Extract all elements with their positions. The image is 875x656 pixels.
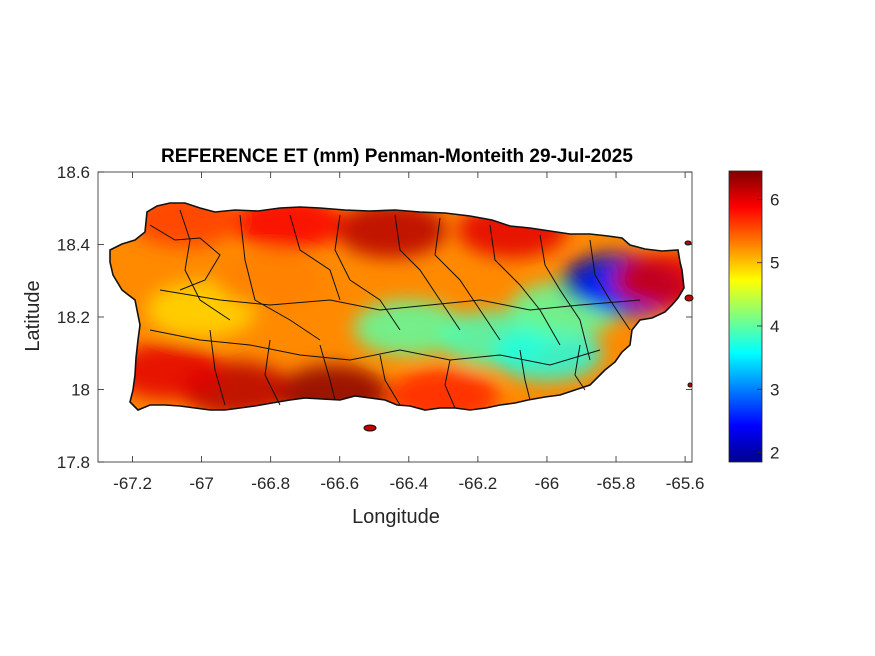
et-value-zone [215,252,326,309]
municipal-boundary [539,234,591,361]
et-value-zone [353,299,464,356]
y-tick-label: 18.6 [57,163,90,182]
colorbar-tick-label: 2 [770,444,779,463]
colorbar-ticks: 2 3 4 5 6 [757,190,779,463]
x-tick-label: -65.8 [597,474,636,493]
municipal-boundary [434,217,501,341]
islet [684,294,694,302]
colorbar-gradient [728,170,763,463]
municipal-boundary [519,349,531,401]
islet [684,240,692,246]
y-tick-label: 17.8 [57,453,90,472]
islet [687,382,693,388]
x-tick-label: -66 [535,474,560,493]
plot-area: -67.2 -67 -66.8 -66.6 -66.4 -66.2 -66 -65.8 -65.… [57,163,705,493]
municipal-boundary [289,214,341,301]
x-tick-label: -65.6 [666,474,705,493]
y-tick-label: 18.4 [57,236,90,255]
chart-title: REFERENCE ET (mm) Penman-Monteith 29-Jul… [161,146,633,167]
municipal-boundary [179,209,231,321]
municipal-boundary [149,224,221,291]
municipal-boundary [159,289,641,311]
colorbar-tick-label: 6 [770,190,779,209]
x-axis-ticks: -67.2 -67 -66.8 -66.6 -66.4 -66.2 -66 -65.8 -65.… [113,172,704,493]
x-axis-label: Longitude [352,506,440,528]
municipal-boundary [574,344,586,391]
municipal-boundary [394,214,461,331]
municipal-boundary [379,354,401,406]
x-tick-label: -66.2 [459,474,498,493]
municipal-boundary [239,214,321,341]
et-heatmap [110,203,684,410]
x-tick-label: -66.6 [320,474,359,493]
colorbar-tick-label: 5 [770,254,779,273]
y-axis-label: Latitude [22,280,44,351]
islet [363,424,377,432]
municipal-boundary [444,359,456,409]
municipal-boundary [489,224,561,346]
colorbar-tick-label: 3 [770,380,779,399]
colorbar: 2 3 4 5 6 [728,170,779,463]
x-tick-label: -67.2 [113,474,152,493]
et-value-zone [491,325,602,382]
municipal-boundaries [149,209,641,409]
et-value-zone [612,252,684,309]
et-value-zone [336,203,447,258]
municipal-boundary [589,239,631,331]
et-value-zone [112,343,223,400]
y-axis-ticks: 17.8 18 18.2 18.4 18.6 [57,163,692,472]
municipal-boundary [149,329,601,366]
y-tick-label: 18.2 [57,308,90,327]
x-tick-label: -67 [189,474,214,493]
municipal-boundary [334,214,401,331]
islets [363,240,694,432]
y-tick-label: 18 [71,381,90,400]
municipal-boundary [209,329,226,406]
et-value-zone [388,368,499,410]
municipal-boundary [264,339,281,406]
colorbar-tick-label: 4 [770,317,779,336]
island-outline [109,202,685,411]
municipal-boundary [319,344,336,401]
x-tick-label: -66.8 [251,474,290,493]
x-tick-label: -66.4 [389,474,428,493]
